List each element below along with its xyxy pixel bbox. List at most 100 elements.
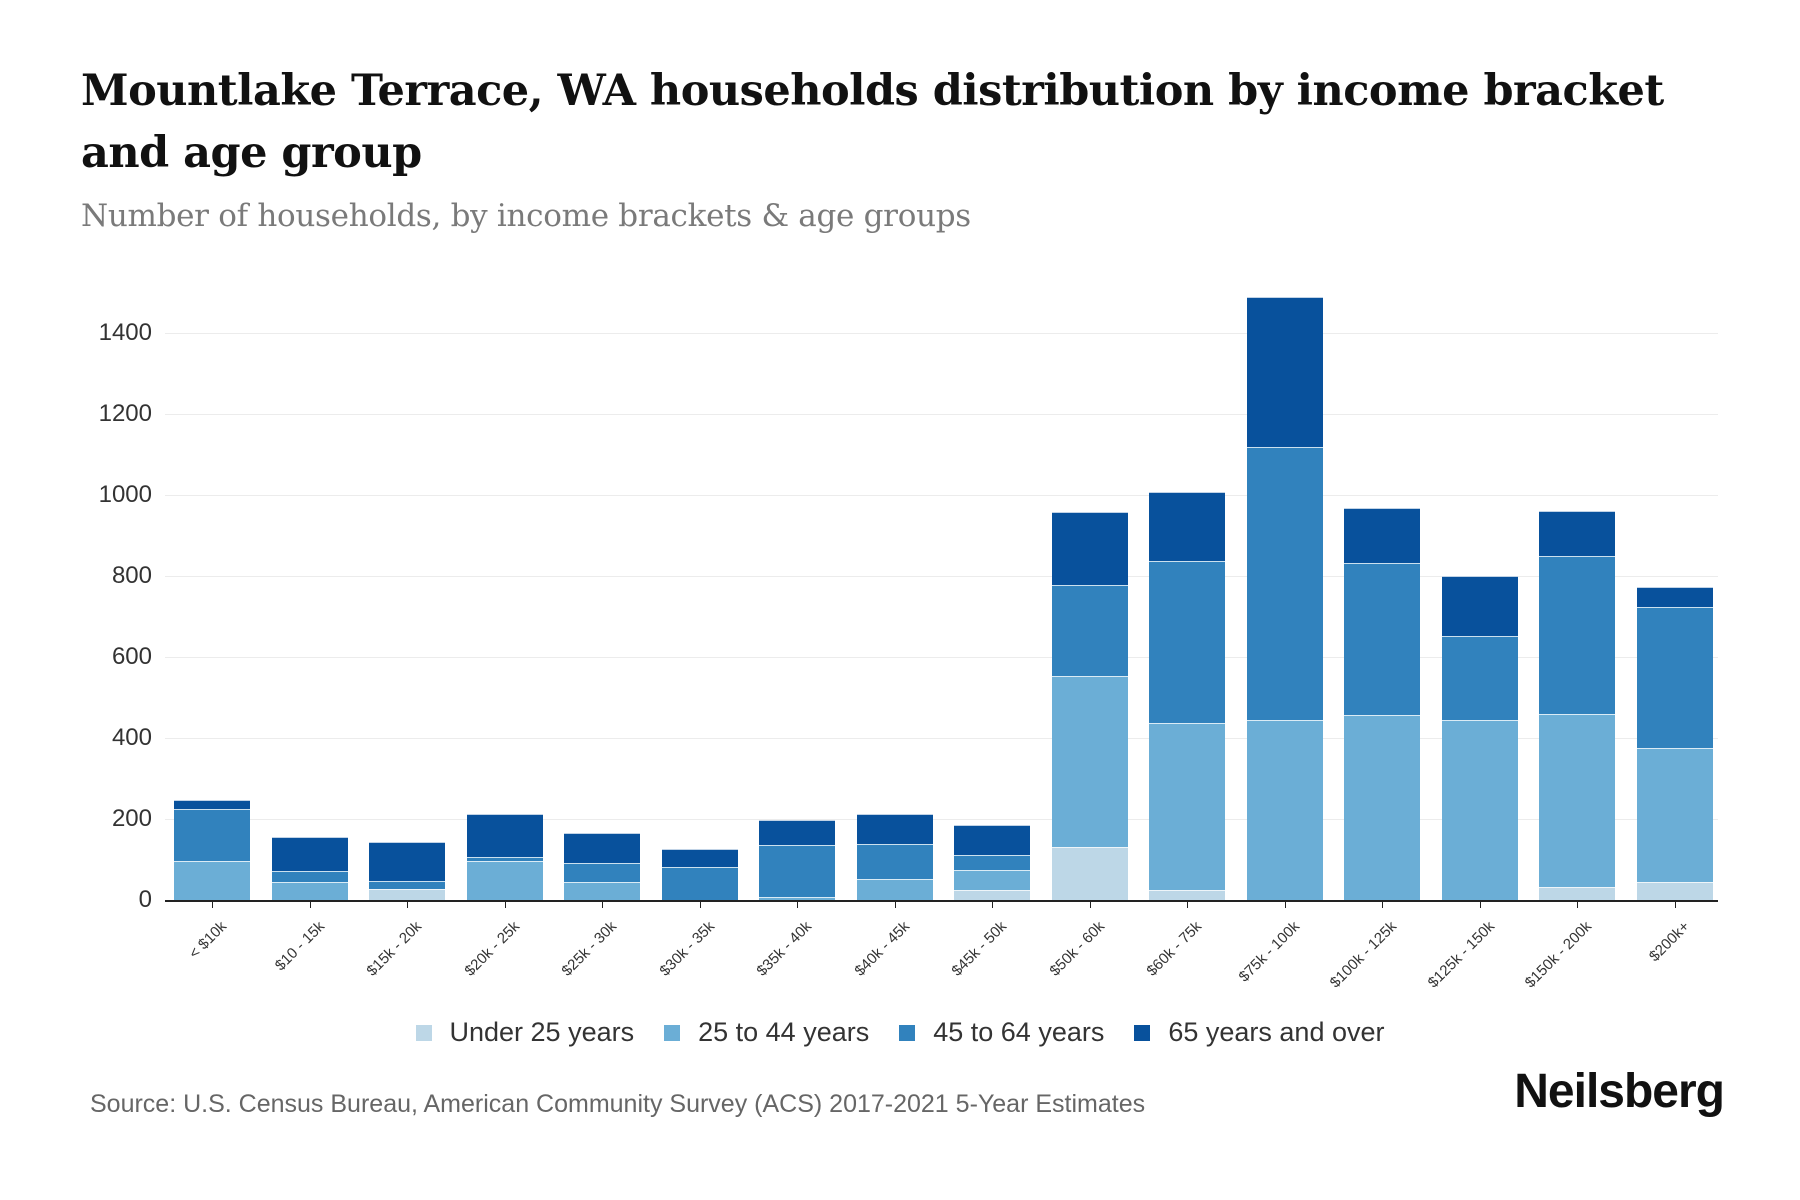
legend-label: Under 25 years [449,1017,635,1047]
bar-stack[interactable] [1539,511,1615,900]
bar-segment[interactable] [1149,491,1225,561]
y-tick-label: 1200 [98,400,152,427]
x-tick-label: $75k - 100k [1235,918,1303,986]
bar-segment[interactable] [271,870,348,883]
bar-segment[interactable] [174,799,250,809]
bar-segment[interactable] [1344,715,1420,900]
bar-segment[interactable] [369,889,445,900]
bar-segment[interactable] [1441,635,1518,720]
bar-segment[interactable] [1441,576,1518,636]
x-tick [1382,902,1383,908]
bar-stack[interactable] [564,832,640,900]
bar-segment[interactable] [759,844,835,897]
bar-segment[interactable] [1636,881,1713,900]
gridline [165,657,1718,658]
x-tick-label: $125k - 150k [1424,918,1498,992]
bar-segment[interactable] [1344,507,1420,563]
bar-stack[interactable] [1441,576,1518,900]
bar-segment[interactable] [1051,847,1128,900]
y-tick-label: 1400 [98,319,152,346]
bar-stack[interactable] [1636,586,1713,900]
bar-segment[interactable] [954,889,1030,900]
bar-segment[interactable] [1636,747,1713,882]
bar-stack[interactable] [1344,507,1420,900]
bar-segment[interactable] [954,825,1030,856]
y-tick-label: 0 [138,886,152,913]
bar-stack[interactable] [174,799,250,900]
legend-item[interactable]: 45 to 64 years [899,1017,1104,1048]
bar-stack[interactable] [856,813,933,900]
bar-segment[interactable] [1149,889,1225,900]
legend-item[interactable]: Under 25 years [415,1017,635,1048]
legend-item[interactable]: 65 years and over [1134,1017,1385,1048]
source-note: Source: U.S. Census Bureau, American Com… [90,1090,1146,1118]
bar-segment[interactable] [1539,713,1615,888]
legend-swatch-icon [415,1024,432,1041]
bar-segment[interactable] [271,882,348,900]
bar-segment[interactable] [1636,607,1713,748]
bar-segment[interactable] [1636,586,1713,608]
bar-segment[interactable] [1051,584,1128,677]
bar-stack[interactable] [369,842,445,900]
bar-segment[interactable] [1441,719,1518,900]
y-tick-label: 1000 [98,481,152,508]
legend-label: 25 to 44 years [698,1017,870,1047]
bar-segment[interactable] [174,808,250,862]
bar-stack[interactable] [1246,297,1323,900]
bar-segment[interactable] [271,836,348,871]
bar-segment[interactable] [856,843,933,879]
bar-segment[interactable] [1539,556,1615,714]
bar-segment[interactable] [466,857,543,862]
x-tick [1577,902,1578,908]
x-tick-label: $30k - 35k [655,918,718,980]
bar-segment[interactable] [856,878,933,900]
bar-segment[interactable] [564,882,640,900]
y-tick-label: 200 [111,805,152,832]
legend-swatch-icon [899,1024,916,1041]
brand-logo: Neilsberg [1514,1065,1725,1118]
bar-segment[interactable] [954,870,1030,890]
x-tick [212,902,213,908]
legend-item[interactable]: 25 to 44 years [664,1017,869,1048]
bar-stack[interactable] [759,819,835,900]
bar-stack[interactable] [1149,491,1225,900]
bar-segment[interactable] [369,880,445,890]
y-tick-label: 800 [111,562,152,589]
bar-segment[interactable] [661,848,738,868]
bar-segment[interactable] [954,855,1030,871]
bar-segment[interactable] [1344,562,1420,716]
bar-segment[interactable] [759,819,835,845]
x-tick-label: $10 - 15k [271,918,328,975]
x-tick-label: $25k - 30k [558,918,621,980]
bar-stack[interactable] [271,836,348,900]
bar-segment[interactable] [1246,719,1323,900]
bar-segment[interactable] [1149,722,1225,890]
bar-segment[interactable] [856,813,933,844]
bar-segment[interactable] [1246,297,1323,448]
bar-stack[interactable] [466,814,543,900]
bar-segment[interactable] [1246,447,1323,720]
bar-segment[interactable] [1539,511,1615,557]
bar-stack[interactable] [661,848,738,900]
bar-stack[interactable] [954,825,1030,900]
x-tick [992,902,993,908]
bar-segment[interactable] [759,896,835,900]
bar-segment[interactable] [369,842,445,881]
bar-segment[interactable] [564,863,640,883]
x-tick [1284,902,1286,908]
gridline [165,819,1718,820]
bar-segment[interactable] [174,861,250,900]
x-tick-label: $35k - 40k [753,918,816,980]
bar-segment[interactable] [1051,512,1128,585]
bar-segment[interactable] [661,867,738,900]
bar-stack[interactable] [1051,512,1128,900]
bar-segment[interactable] [466,814,543,858]
bar-segment[interactable] [1539,887,1615,900]
bar-segment[interactable] [466,861,543,900]
bar-segment[interactable] [564,832,640,864]
bar-segment[interactable] [1149,560,1225,723]
bar-segment[interactable] [1051,676,1128,848]
x-tick [894,902,896,908]
x-tick-label: $150k - 200k [1521,918,1596,992]
